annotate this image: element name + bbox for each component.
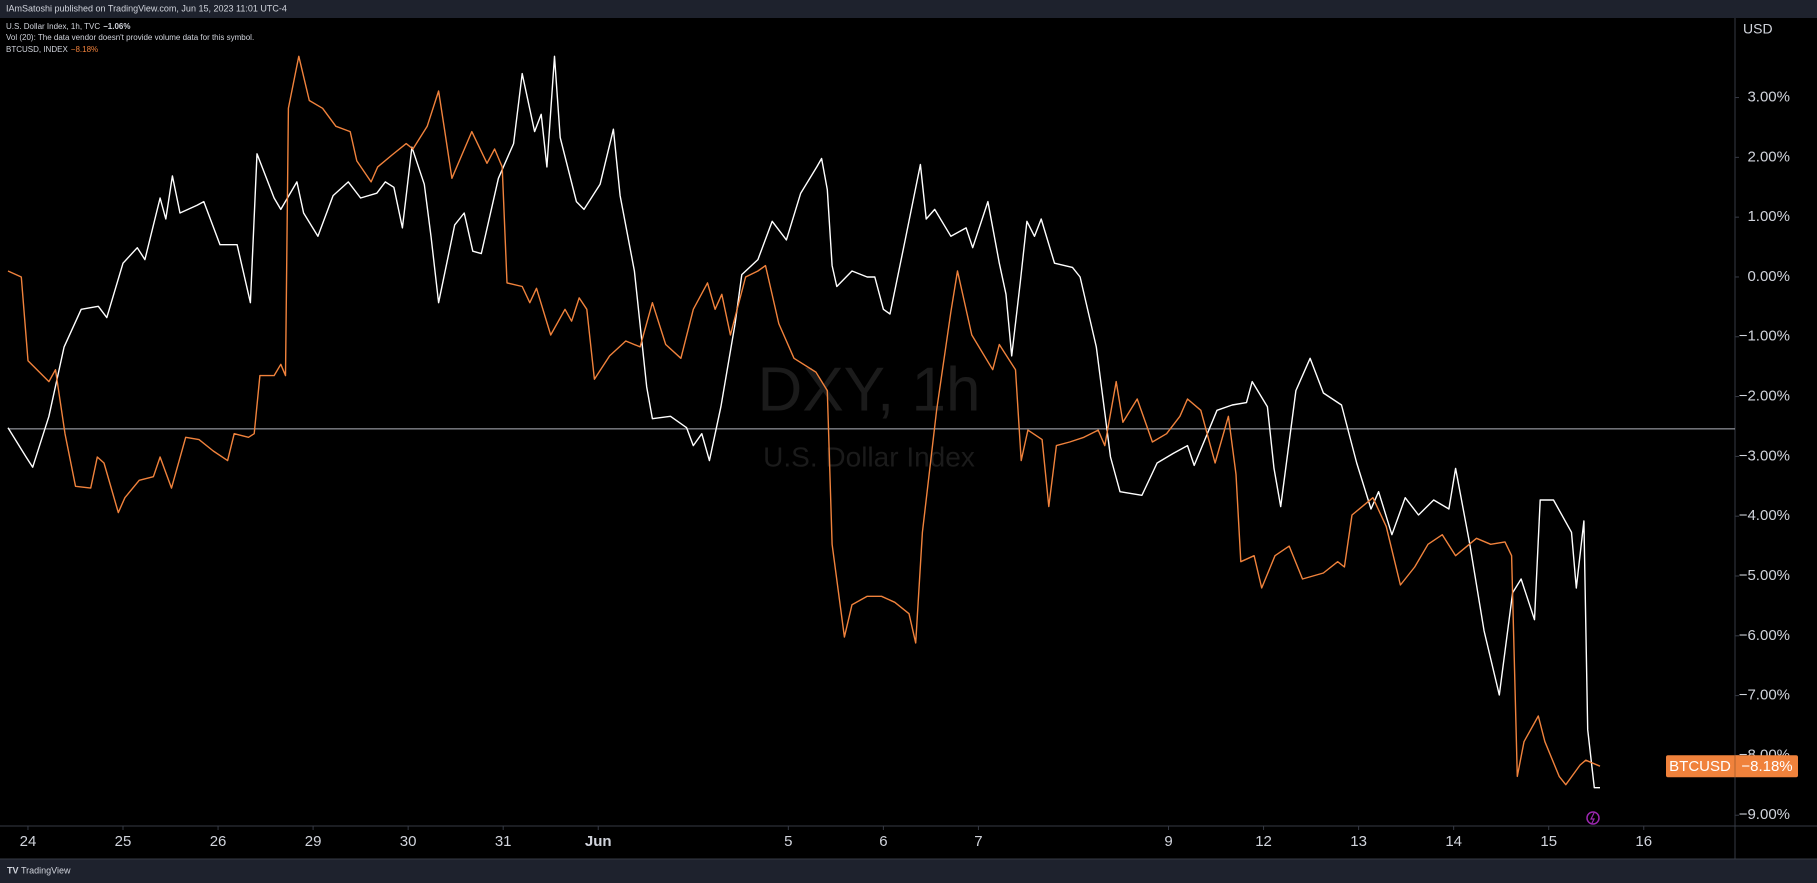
price-badge: BTCUSD −8.18% xyxy=(1666,755,1798,778)
series-line xyxy=(7,55,1601,786)
legend-entry: BTCUSD, INDEX −8.18% xyxy=(6,45,98,54)
x-tick-label: 13 xyxy=(1350,833,1367,850)
x-tick-label: 30 xyxy=(400,833,417,850)
y-tick-label: −9.00% xyxy=(1739,806,1790,823)
x-tick-label: Jun xyxy=(585,833,612,850)
x-tick-label: 14 xyxy=(1445,833,1462,850)
plot-area xyxy=(7,55,1735,789)
x-tick-label: 25 xyxy=(115,833,132,850)
published-note: IAmSatoshi published on TradingView.com,… xyxy=(6,3,287,13)
x-tick-label: 15 xyxy=(1540,833,1557,850)
legend-entry: U.S. Dollar Index, 1h, TVC −1.06% xyxy=(6,22,130,31)
price-badge-value: −8.18% xyxy=(1741,758,1792,775)
y-tick-label: 0.00% xyxy=(1747,268,1790,285)
legend-name: BTCUSD, INDEX xyxy=(6,45,68,54)
x-tick-label: 9 xyxy=(1164,833,1172,850)
y-tick-label: −5.00% xyxy=(1739,567,1790,584)
price-axis-unit: USD xyxy=(1743,21,1773,37)
x-tick-label: 29 xyxy=(305,833,322,850)
alert-icon xyxy=(1586,811,1600,825)
legend-change: −1.06% xyxy=(103,22,130,31)
alert-bolt xyxy=(1590,812,1595,824)
y-tick-label: −6.00% xyxy=(1739,627,1790,644)
legend-name: U.S. Dollar Index, 1h, TVC xyxy=(6,22,100,31)
y-tick-label: −4.00% xyxy=(1739,507,1790,524)
series-line xyxy=(7,55,1600,789)
x-tick-label: 24 xyxy=(20,833,37,850)
volume-notice: Vol (20): The data vendor doesn't provid… xyxy=(6,33,254,42)
watermark-description: U.S. Dollar Index xyxy=(763,441,975,472)
price-badge-name: BTCUSD xyxy=(1669,758,1731,775)
top-bar xyxy=(0,0,1817,18)
price-badge-box xyxy=(1666,755,1798,778)
y-tick-label: 3.00% xyxy=(1747,89,1790,106)
alert-circle xyxy=(1586,811,1600,825)
legend-change: −8.18% xyxy=(71,45,98,54)
watermark-symbol: DXY, 1h xyxy=(758,355,981,424)
x-tick-label: 6 xyxy=(879,833,887,850)
x-tick-label: 12 xyxy=(1255,833,1272,850)
brand-logo: TV xyxy=(7,865,19,875)
x-tick-label: 31 xyxy=(495,833,512,850)
legend: U.S. Dollar Index, 1h, TVC −1.06% Vol (20… xyxy=(6,22,254,54)
x-tick-label: 7 xyxy=(974,833,982,850)
y-tick-label: 2.00% xyxy=(1747,148,1790,165)
y-tick-label: −3.00% xyxy=(1739,447,1790,464)
brand-name: TradingView xyxy=(21,865,71,875)
y-tick-label: −1.00% xyxy=(1739,328,1790,345)
y-tick-label: −7.00% xyxy=(1739,687,1790,704)
x-tick-label: 5 xyxy=(784,833,792,850)
bottom-bar xyxy=(0,859,1817,883)
x-tick-label: 16 xyxy=(1635,833,1652,850)
y-tick-label: −2.00% xyxy=(1739,388,1790,405)
x-tick-label: 26 xyxy=(210,833,227,850)
y-tick-label: 1.00% xyxy=(1747,208,1790,225)
